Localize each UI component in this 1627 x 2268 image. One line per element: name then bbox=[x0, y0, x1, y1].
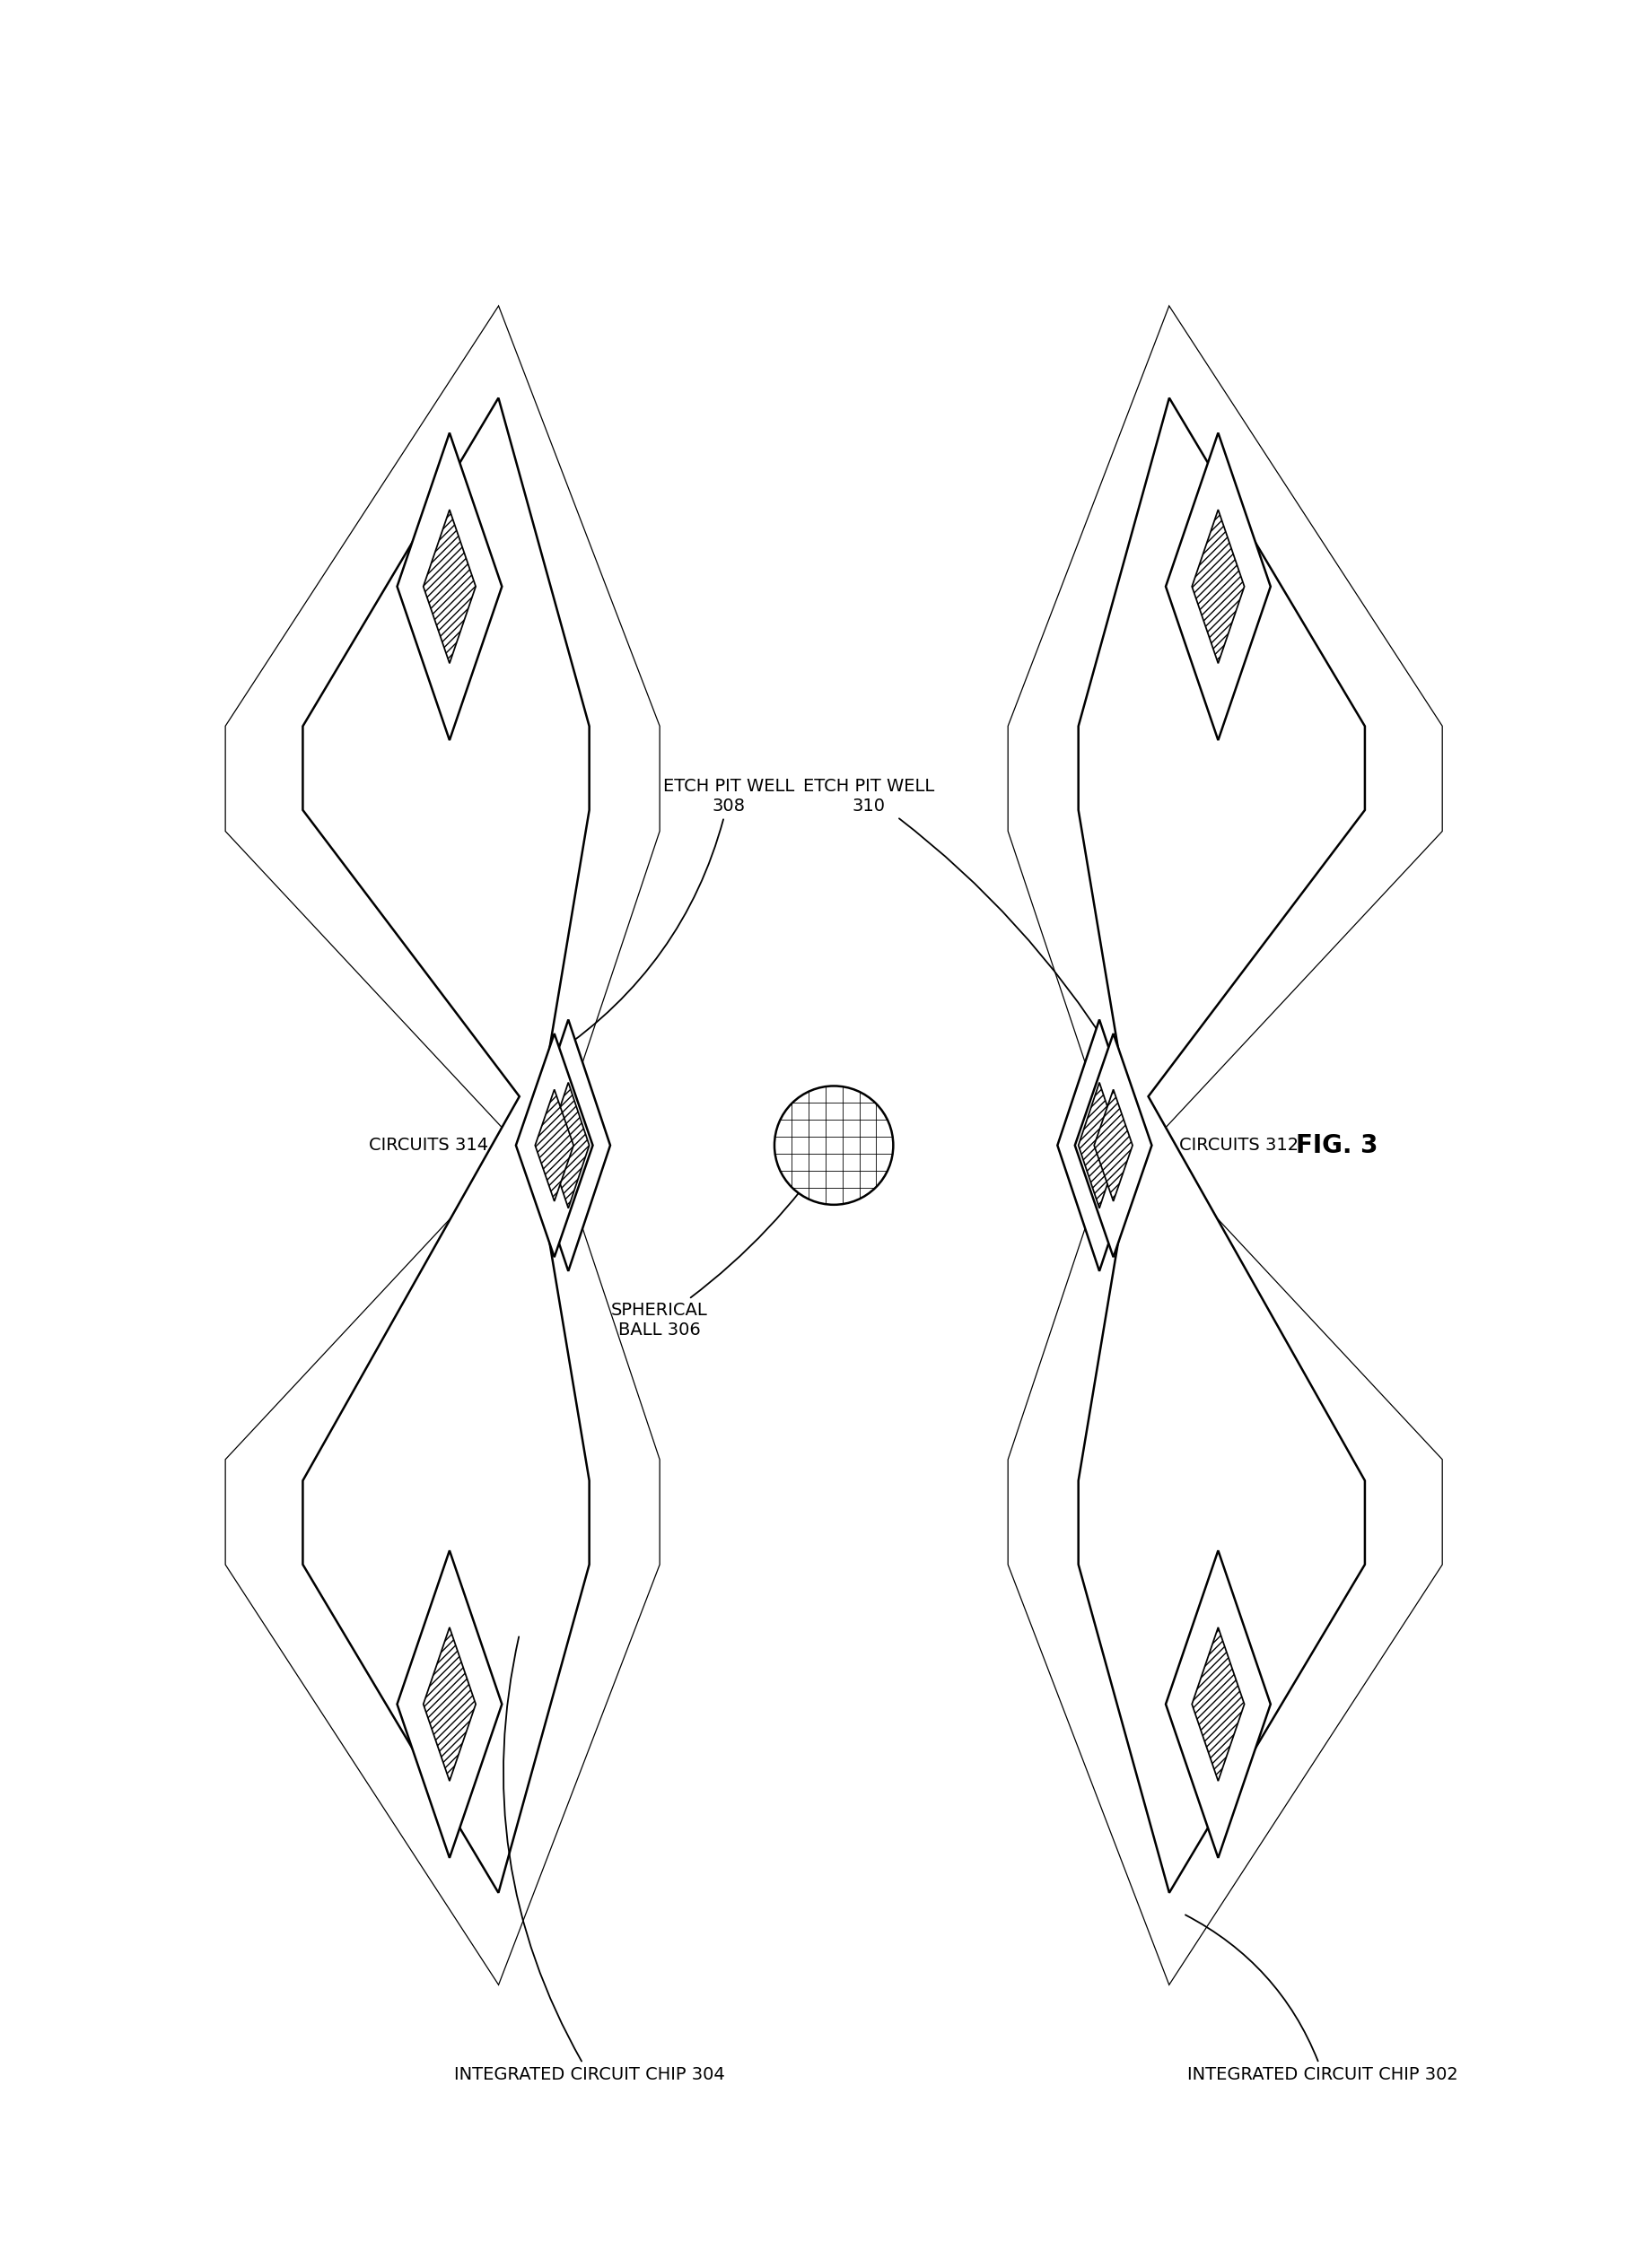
Text: CIRCUITS 314: CIRCUITS 314 bbox=[369, 1136, 488, 1154]
Polygon shape bbox=[397, 1551, 503, 1857]
Polygon shape bbox=[1193, 510, 1245, 662]
Text: CIRCUITS 312: CIRCUITS 312 bbox=[1180, 1136, 1298, 1154]
Polygon shape bbox=[303, 397, 589, 1894]
Text: INTEGRATED CIRCUIT CHIP 302: INTEGRATED CIRCUIT CHIP 302 bbox=[1186, 1914, 1458, 2082]
Polygon shape bbox=[226, 306, 659, 1984]
Polygon shape bbox=[1079, 397, 1365, 1894]
Polygon shape bbox=[516, 1034, 592, 1256]
Text: SPHERICAL
BALL 306: SPHERICAL BALL 306 bbox=[610, 1148, 833, 1338]
Text: ETCH PIT WELL
308: ETCH PIT WELL 308 bbox=[556, 778, 794, 1052]
Text: ETCH PIT WELL
310: ETCH PIT WELL 310 bbox=[804, 778, 1111, 1052]
Text: INTEGRATED CIRCUIT CHIP 304: INTEGRATED CIRCUIT CHIP 304 bbox=[454, 1637, 724, 2082]
Polygon shape bbox=[1009, 306, 1442, 1984]
Polygon shape bbox=[1193, 1628, 1245, 1780]
Polygon shape bbox=[226, 306, 659, 1984]
Polygon shape bbox=[1165, 1551, 1271, 1857]
Polygon shape bbox=[1165, 433, 1271, 739]
Polygon shape bbox=[397, 433, 503, 739]
Polygon shape bbox=[1009, 306, 1442, 1984]
Text: FIG. 3: FIG. 3 bbox=[1295, 1132, 1378, 1159]
Circle shape bbox=[774, 1086, 893, 1204]
Polygon shape bbox=[1093, 1089, 1132, 1202]
Polygon shape bbox=[1075, 1034, 1152, 1256]
Polygon shape bbox=[1079, 1082, 1121, 1209]
Polygon shape bbox=[527, 1021, 610, 1270]
Polygon shape bbox=[423, 1628, 475, 1780]
Polygon shape bbox=[1058, 1021, 1141, 1270]
Polygon shape bbox=[423, 510, 475, 662]
Polygon shape bbox=[547, 1082, 589, 1209]
Polygon shape bbox=[535, 1089, 574, 1202]
